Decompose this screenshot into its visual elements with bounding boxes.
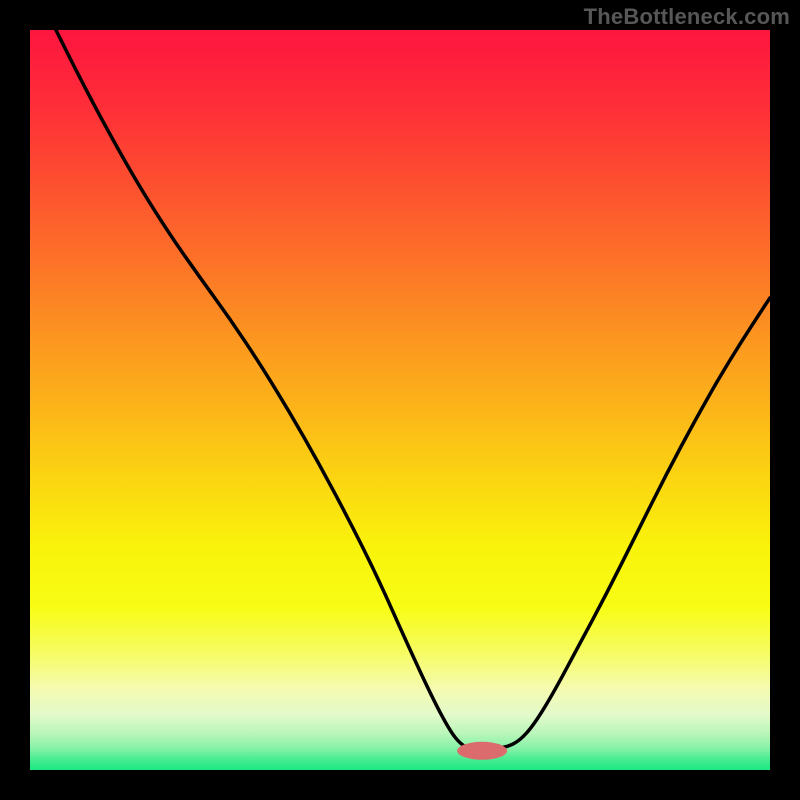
plot-area xyxy=(30,30,770,770)
highlight-marker xyxy=(457,742,507,760)
watermark-text: TheBottleneck.com xyxy=(584,4,790,30)
chart-svg xyxy=(30,30,770,770)
gradient-background xyxy=(30,30,770,770)
chart-container: TheBottleneck.com xyxy=(0,0,800,800)
